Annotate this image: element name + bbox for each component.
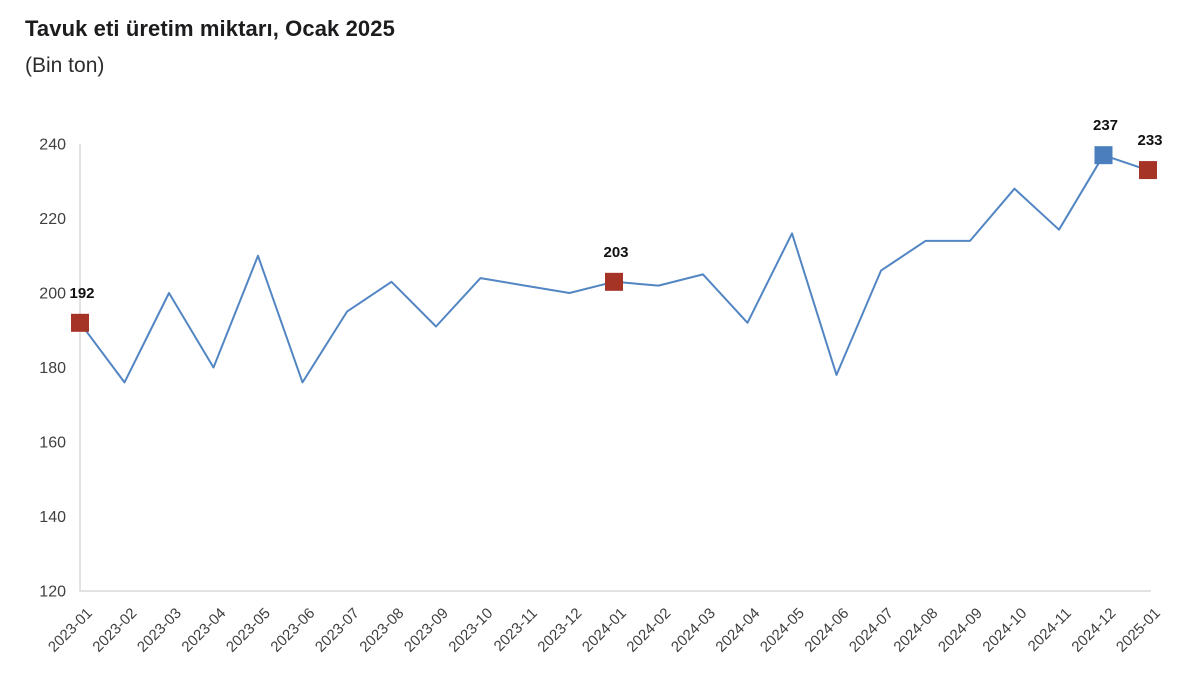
x-axis-tick-label: 2023-07 xyxy=(312,605,363,656)
x-axis-tick-label: 2023-01 xyxy=(45,605,96,656)
x-axis-tick-label: 2023-05 xyxy=(223,605,274,656)
x-axis-tick-label: 2023-08 xyxy=(356,605,407,656)
x-axis-tick-label: 2024-04 xyxy=(712,605,763,656)
highlight-marker xyxy=(1094,146,1113,165)
chart-title: Tavuk eti üretim miktarı, Ocak 2025 xyxy=(25,16,395,41)
highlight-marker xyxy=(1139,161,1157,180)
point-value-label: 192 xyxy=(69,285,94,302)
point-value-label: 233 xyxy=(1137,132,1162,149)
y-axis-tick-label: 120 xyxy=(39,584,66,601)
x-axis-tick-label: 2024-10 xyxy=(979,605,1030,656)
x-axis-tick-label: 2023-02 xyxy=(89,605,140,656)
y-axis-tick-label: 140 xyxy=(39,509,66,526)
y-axis-tick-label: 220 xyxy=(39,211,66,228)
x-axis-tick-label: 2024-01 xyxy=(579,605,630,656)
x-axis-tick-label: 2024-12 xyxy=(1068,605,1119,656)
y-axis-tick-label: 160 xyxy=(39,435,66,452)
x-axis-tick-label: 2023-04 xyxy=(178,605,229,656)
y-axis-tick-label: 200 xyxy=(39,286,66,303)
x-axis-tick-label: 2023-09 xyxy=(401,605,452,656)
x-axis-tick-label: 2024-11 xyxy=(1025,605,1075,655)
y-axis-tick-label: 180 xyxy=(39,360,66,377)
chart-subtitle: (Bin ton) xyxy=(25,54,105,77)
x-axis-tick-label: 2023-10 xyxy=(445,605,496,656)
x-axis-tick-label: 2024-03 xyxy=(668,605,719,656)
x-axis-tick-label: 2024-06 xyxy=(801,605,852,656)
x-axis-tick-label: 2024-07 xyxy=(846,605,897,656)
x-axis-tick-label: 2023-03 xyxy=(134,605,185,656)
point-value-label: 237 xyxy=(1093,117,1118,134)
x-axis-tick-label: 2024-09 xyxy=(935,605,986,656)
x-axis-tick-label: 2024-02 xyxy=(623,605,674,656)
highlight-marker xyxy=(605,272,623,291)
x-axis-tick-label: 2023-11 xyxy=(491,605,541,655)
series-line xyxy=(79,154,1149,384)
x-axis-tick-label: 2024-05 xyxy=(757,605,808,656)
x-axis-tick-label: 2024-08 xyxy=(890,605,941,656)
point-value-label: 203 xyxy=(603,244,628,261)
axis-lines xyxy=(79,144,1151,592)
x-axis-tick-label: 2025-01 xyxy=(1113,605,1164,656)
y-axis-tick-label: 240 xyxy=(39,137,66,154)
x-axis-tick-label: 2023-06 xyxy=(267,605,318,656)
highlight-marker xyxy=(71,313,89,332)
x-axis-tick-label: 2023-12 xyxy=(534,605,585,656)
